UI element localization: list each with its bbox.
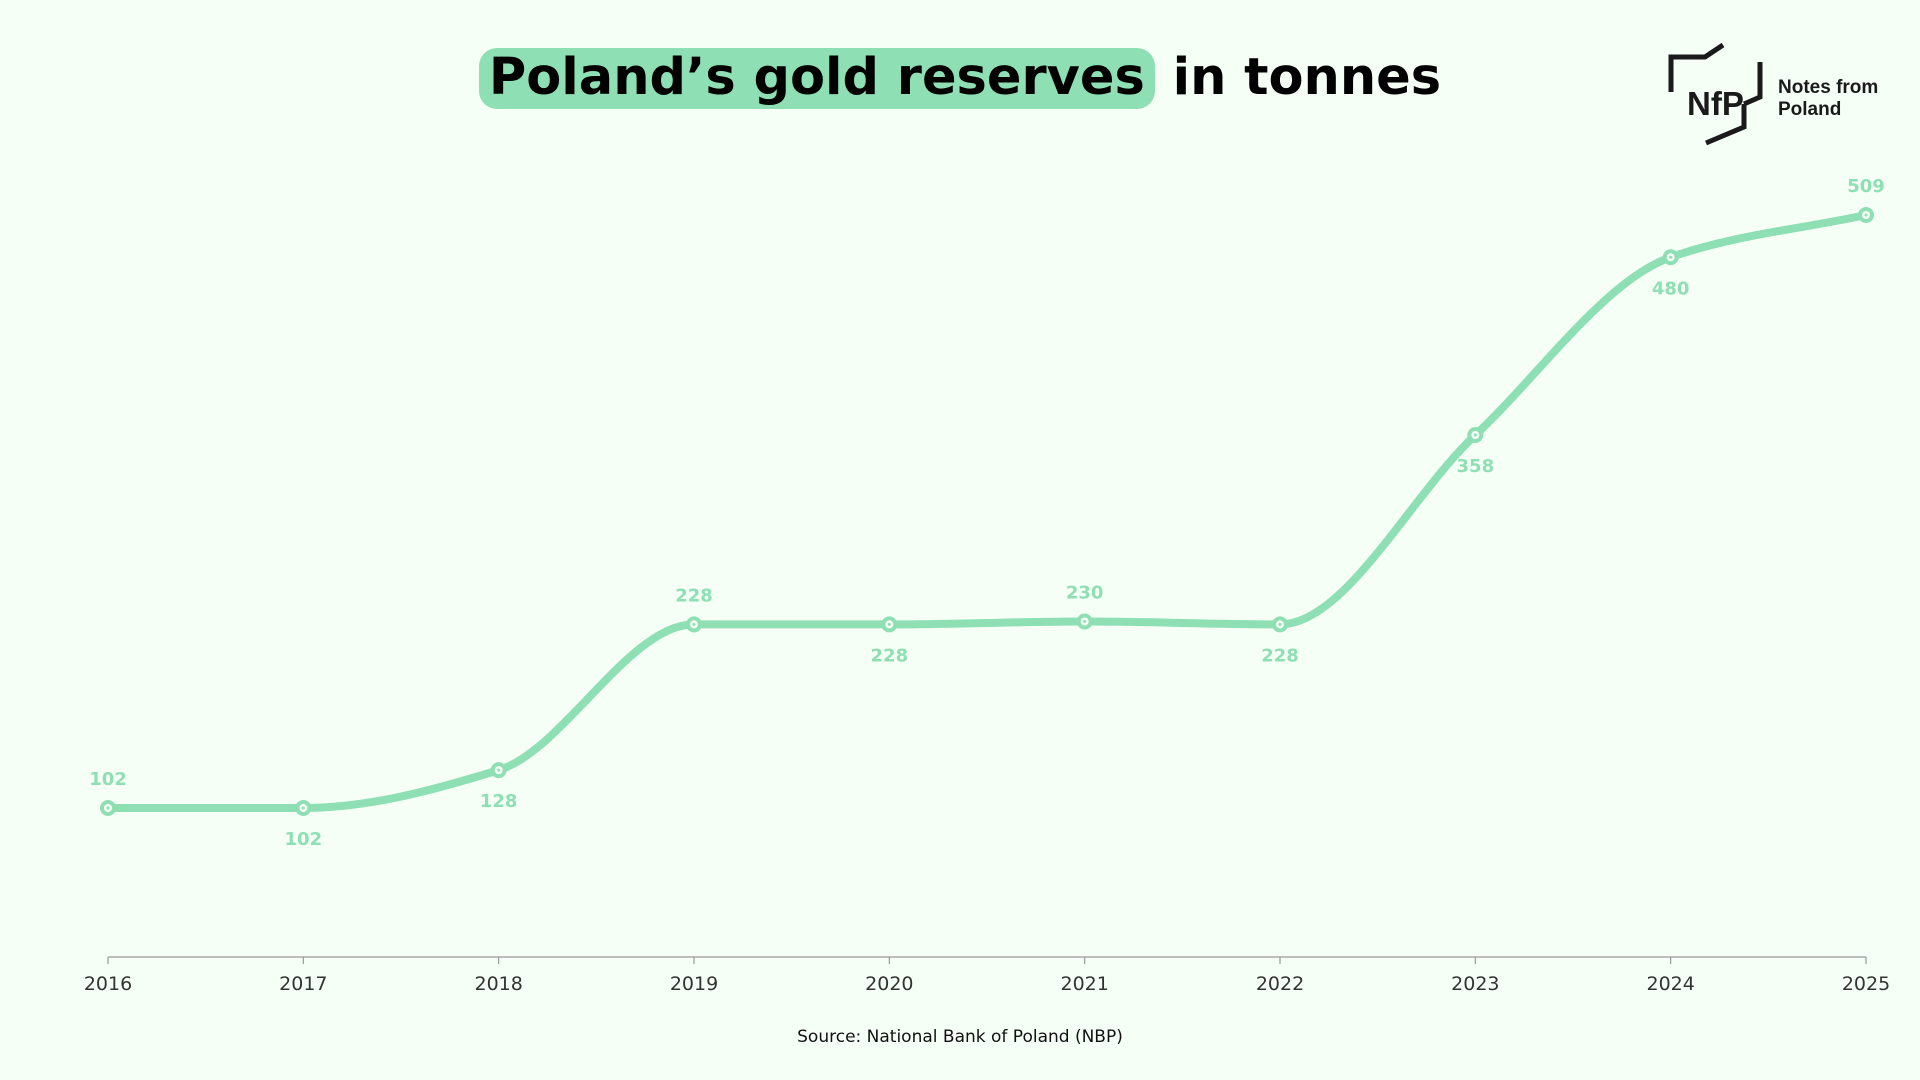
chart-title-highlight: Poland’s gold reserves (478, 48, 1155, 109)
data-point-dot (1083, 620, 1087, 624)
x-tick-label: 2021 (1060, 973, 1108, 995)
nfp-logo-wordmark: Notes from Poland (1778, 77, 1878, 121)
data-point-dot (301, 806, 305, 810)
data-label: 230 (1066, 583, 1104, 604)
data-point-dot (1473, 433, 1477, 437)
x-tick-label: 2025 (1842, 973, 1890, 995)
x-axis-ticks: 2016 2017 2018 2019 2020 2021 2022 2023 2024 2025 (84, 957, 1890, 995)
nfp-logo-mark: NfP (1668, 42, 1763, 146)
nfp-logo: NfP Notes from Poland (1668, 42, 1888, 152)
data-point-dot (692, 622, 696, 626)
x-tick-label: 2020 (865, 973, 913, 995)
series-line (104, 211, 1870, 813)
x-tick-label: 2022 (1256, 973, 1304, 995)
data-label: 102 (89, 769, 127, 790)
data-points (100, 207, 1874, 816)
data-point-dot (1669, 255, 1673, 259)
data-point-dot (497, 768, 501, 772)
chart-title-rest: in tonnes (1154, 48, 1442, 107)
data-label: 102 (285, 829, 323, 850)
nfp-logo-letters: NfP (1687, 85, 1744, 122)
data-label: 228 (1261, 645, 1299, 666)
x-tick-label: 2018 (474, 973, 522, 995)
x-tick-label: 2023 (1451, 973, 1499, 995)
data-label: 509 (1847, 176, 1885, 197)
data-labels: 102 102 128 228 228 230 228 358 480 509 (89, 176, 1885, 850)
x-tick-label: 2016 (84, 973, 132, 995)
data-label: 480 (1652, 278, 1690, 299)
x-tick-label: 2017 (279, 973, 327, 995)
data-point-dot (1278, 622, 1282, 626)
data-label: 358 (1457, 456, 1495, 477)
data-label: 128 (480, 791, 518, 812)
logo-line-2: Poland (1778, 99, 1842, 120)
data-point-dot (1864, 213, 1868, 217)
chart-title: Poland’s gold reserves in tonnes (0, 48, 1920, 109)
data-point-dot (106, 806, 110, 810)
x-tick-label: 2019 (670, 973, 718, 995)
data-point-dot (887, 622, 891, 626)
source-note: Source: National Bank of Poland (NBP) (797, 1027, 1123, 1047)
line-chart: 2016 2017 2018 2019 2020 2021 2022 2023 2024 2025… (84, 176, 1890, 995)
logo-line-1: Notes from (1778, 77, 1879, 98)
data-label: 228 (871, 645, 909, 666)
x-tick-label: 2024 (1646, 973, 1694, 995)
data-label: 228 (675, 585, 713, 606)
